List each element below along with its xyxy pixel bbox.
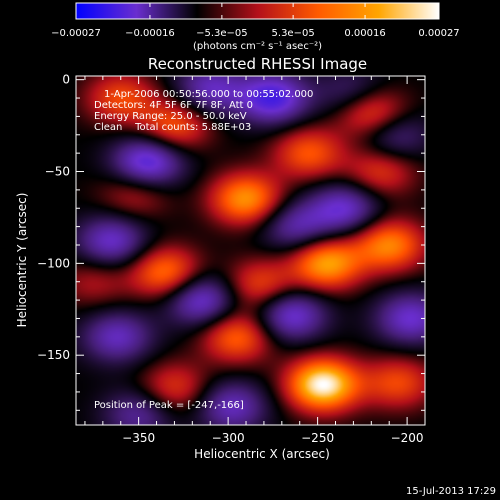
x-tick-label: −350 — [122, 431, 155, 445]
annotation-peak-position: Position of Peak = [-247,-166] — [94, 400, 244, 411]
x-tick-label: −250 — [301, 431, 334, 445]
x-axis-label: Heliocentric X (arcsec) — [194, 447, 330, 461]
annotation-detectors: Detectors: 4F 5F 6F 7F 8F, Att 0 — [94, 100, 253, 111]
colorbar-gradient — [75, 2, 440, 20]
x-tick-label: −300 — [212, 431, 245, 445]
plot-area: −350 −300 −250 −200 0 −50 −100 −150 1-Apr-2006… — [37, 73, 426, 445]
colorbar: −0.00027 −0.00016 −5.3e−05 5.3e−05 0.00016 0.… — [51, 2, 460, 52]
colorbar-tick-label: −5.3e−05 — [196, 28, 248, 39]
colorbar-tick-label: −0.00027 — [51, 28, 101, 39]
y-tick-label: 0 — [62, 73, 70, 87]
colorbar-tick-label: 0.00016 — [344, 28, 385, 39]
colorbar-tick-label: 5.3e−05 — [272, 28, 315, 39]
y-tick-label: −100 — [37, 256, 70, 270]
colorbar-tick-label: 0.00027 — [418, 28, 459, 39]
annotation-energy: Energy Range: 25.0 - 50.0 keV — [94, 111, 247, 122]
x-tick-label: −200 — [391, 431, 424, 445]
y-tick-label: −150 — [37, 348, 70, 362]
footer-timestamp: 15-Jul-2013 17:29 — [406, 486, 496, 497]
colorbar-tick-label: −0.00016 — [125, 28, 175, 39]
annotation-time-range: 1-Apr-2006 00:50:56.000 to 00:55:02.000 — [104, 89, 313, 100]
heatmap-image — [76, 76, 425, 425]
annotation-clean-counts: Clean Total counts: 5.88E+03 — [94, 122, 251, 133]
colorbar-unit-label: (photons cm⁻² s⁻¹ asec⁻²) — [193, 41, 322, 52]
y-axis-label: Heliocentric Y (arcsec) — [15, 193, 29, 328]
y-tick-label: −50 — [45, 165, 70, 179]
plot-frame — [75, 75, 426, 426]
chart-title: Reconstructed RHESSI Image — [148, 55, 367, 73]
